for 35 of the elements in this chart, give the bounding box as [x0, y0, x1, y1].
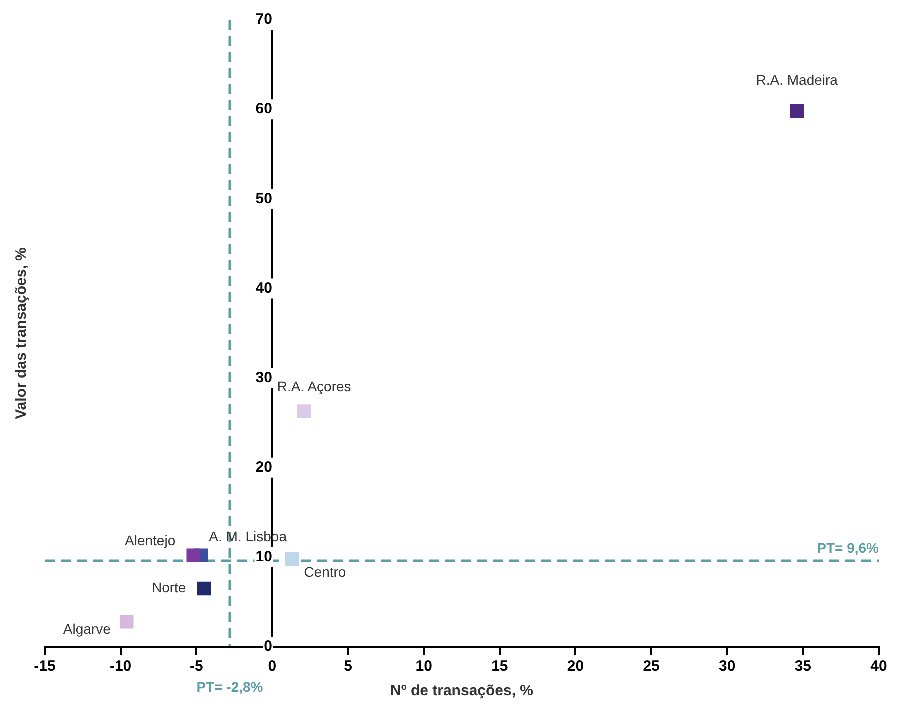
x-tick-label: 25 [643, 658, 660, 676]
ref-line-label: PT= 9,6% [817, 540, 880, 556]
series-label: Alentejo [125, 532, 176, 548]
y-tick-label: 10 [256, 548, 272, 566]
point [285, 552, 300, 566]
y-tick-label: 50 [256, 190, 272, 208]
y-tick-label: 0 [264, 638, 272, 656]
x-tick-label: -5 [190, 658, 204, 676]
x-tick-label: 15 [492, 658, 508, 676]
series-label: Norte [152, 580, 186, 596]
point [297, 404, 312, 418]
x-tick-label: -15 [34, 658, 56, 676]
y-tick-label: 20 [256, 459, 272, 476]
point [186, 548, 200, 562]
x-axis-title: Nº de transações, % [390, 682, 534, 700]
ref-line-label: PT= -2,8% [196, 678, 264, 695]
series-label: R.A. Madeira [756, 72, 838, 88]
series-label: Centro [304, 564, 346, 580]
series-label: R.A. Açores [277, 378, 352, 394]
x-tick-label: -10 [110, 658, 132, 676]
x-tick-label: 35 [794, 658, 812, 676]
point [197, 582, 212, 596]
x-tick-label: 5 [344, 658, 352, 676]
x-tick-label: 30 [719, 658, 736, 676]
point [120, 615, 134, 629]
x-tick-label: 40 [870, 658, 888, 676]
y-tick-label: 40 [256, 280, 272, 297]
y-tick-label: 60 [256, 100, 272, 118]
y-tick-label: 30 [256, 369, 272, 386]
x-tick-label: 20 [567, 658, 584, 676]
point [790, 104, 804, 118]
y-tick-label: 70 [256, 11, 272, 28]
series-label: Algarve [63, 620, 112, 637]
x-tick-label: 10 [416, 658, 432, 676]
y-axis-title: Valor das transações, % [13, 248, 30, 420]
